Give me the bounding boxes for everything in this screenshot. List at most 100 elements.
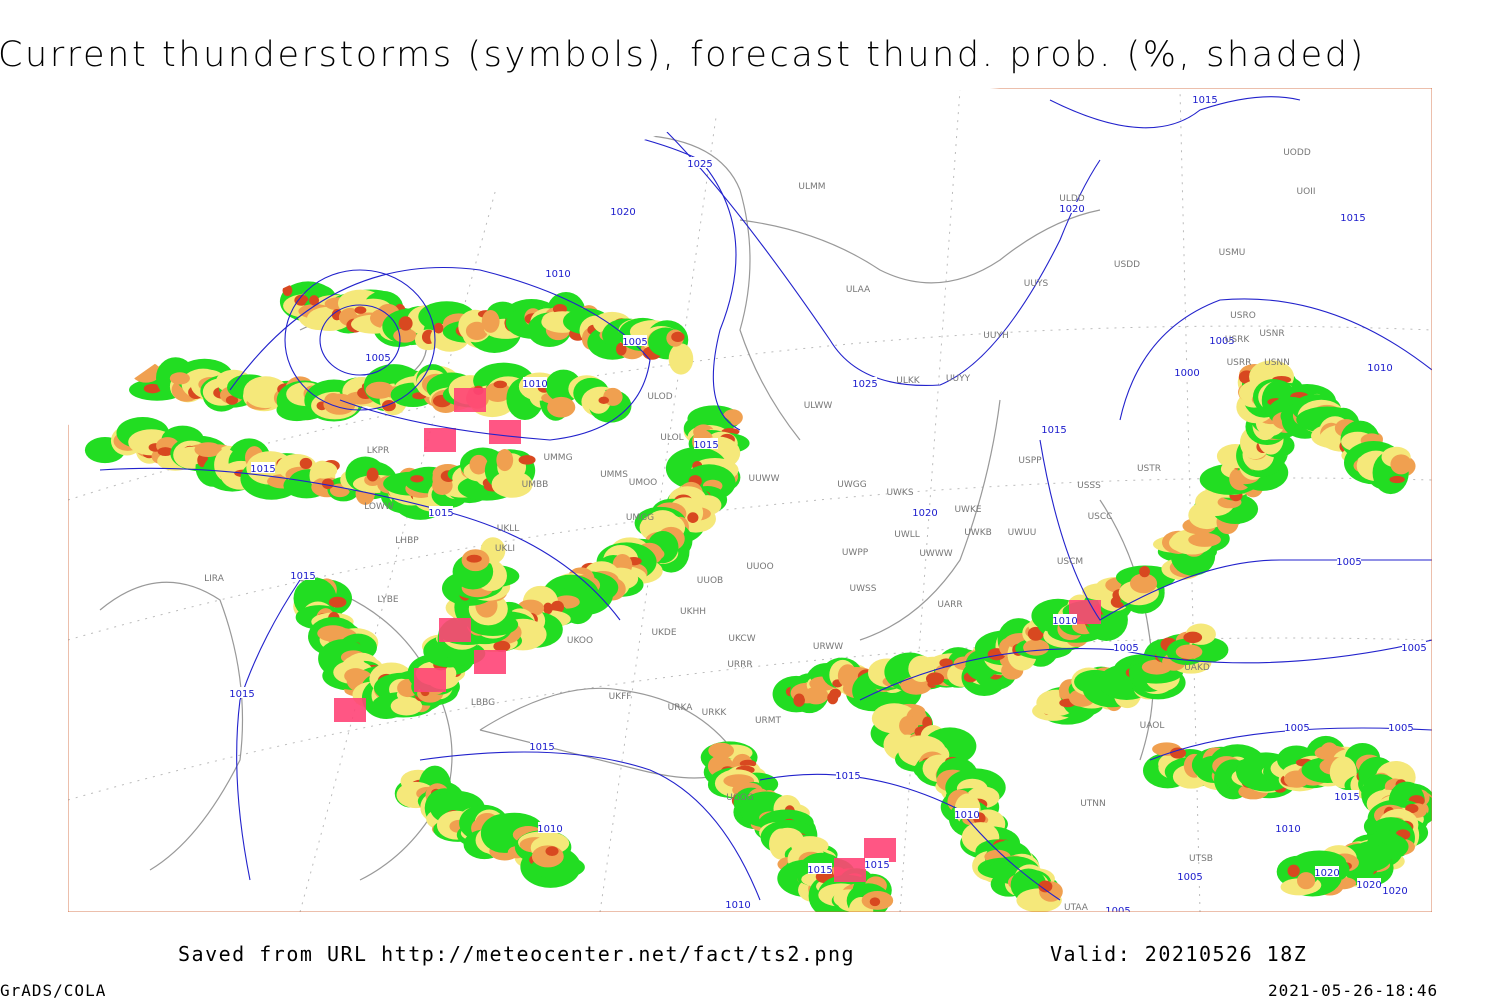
- isobar-label-bg: [538, 822, 562, 833]
- isobar-label-bg: [1337, 555, 1361, 566]
- station-label: USTR: [1137, 464, 1161, 474]
- thunder-prob-shade: [1129, 573, 1158, 594]
- isobar-label-bg: [1341, 211, 1365, 222]
- thunder-prob-shade: [299, 457, 313, 469]
- station-label: UTAA: [1064, 903, 1089, 913]
- isobar-label: 1005: [1105, 906, 1130, 917]
- isobar-label: 1005: [1209, 336, 1234, 347]
- station-label: USRK: [1225, 335, 1251, 345]
- station-label: USNN: [1264, 358, 1290, 368]
- thunder-prob-shade: [1023, 639, 1050, 656]
- thunder-prob-shade: [899, 715, 919, 736]
- isobar-label-bg: [291, 569, 315, 580]
- isobar-label: 1005: [1113, 643, 1138, 654]
- isobar-label: 1020: [912, 508, 937, 519]
- storm-symbol: [454, 388, 486, 412]
- thunder-prob-shade: [496, 449, 514, 472]
- isobar-label-bg: [694, 438, 718, 449]
- thunder-prob-shade: [366, 467, 379, 482]
- thunder-prob-shade: [829, 688, 842, 699]
- station-label: USRO: [1230, 311, 1256, 321]
- isobar-label-bg: [1193, 93, 1217, 104]
- station-label: USCC: [1088, 512, 1113, 522]
- isobar-label: 1010: [1052, 616, 1077, 627]
- source-url: Saved from URL http://meteocenter.net/fa…: [178, 942, 855, 966]
- station-label: UTNN: [1080, 799, 1106, 809]
- isobar-label: 1005: [1177, 872, 1202, 883]
- station-label: UMMS: [600, 470, 628, 480]
- station-label: LHBP: [395, 536, 419, 546]
- station-label: UUOO: [746, 562, 773, 572]
- thunder-prob-shade: [433, 322, 444, 334]
- station-label: UWWW: [919, 549, 952, 559]
- isobar-label-bg: [251, 462, 275, 473]
- thunder-prob-shade: [1297, 872, 1316, 890]
- thunder-prob-shade: [1389, 475, 1405, 484]
- isobar-label-bg: [853, 377, 877, 388]
- isobar-label-bg: [1276, 822, 1300, 833]
- thunder-prob-shade: [491, 470, 533, 498]
- isobar-label: 1005: [1388, 723, 1413, 734]
- station-label: UWKE: [954, 505, 981, 515]
- isobar-label: 1005: [1284, 723, 1309, 734]
- station-label: LYBE: [377, 595, 398, 605]
- station-label: ULAA: [846, 285, 871, 295]
- thunder-prob-shade: [398, 316, 413, 331]
- thunder-prob-shade: [925, 672, 945, 686]
- isobar-label-bg: [808, 863, 832, 874]
- station-label: UUYH: [983, 331, 1008, 341]
- station-label: URKK: [702, 708, 728, 718]
- station-label: UKLL: [497, 524, 520, 534]
- thunder-prob-shade: [550, 600, 565, 614]
- isobar-label-bg: [530, 740, 554, 751]
- isobar-label-bg: [366, 351, 390, 362]
- isobar-label-bg: [429, 506, 453, 517]
- station-label: USDD: [1114, 260, 1140, 270]
- station-label: UWGG: [837, 480, 866, 490]
- isobar-label: 1010: [545, 269, 570, 280]
- station-label: URKA: [668, 703, 694, 713]
- thunder-prob-shade: [481, 310, 500, 333]
- storm-symbol: [414, 668, 446, 692]
- storm-symbol: [334, 698, 366, 722]
- thunder-prob-shade: [282, 284, 293, 297]
- station-label: ULDD: [1059, 194, 1085, 204]
- isobar-label: 1015: [250, 464, 275, 475]
- station-label: UWUU: [1008, 528, 1037, 538]
- thunder-prob-shade: [518, 455, 536, 465]
- map: 1015 1025 1020 1010 1010 1005 1005 1010 1015 1015…: [68, 88, 1432, 917]
- isobar-label: 1010: [954, 810, 979, 821]
- isobar-label: 1000: [1174, 368, 1199, 379]
- thunder-prob-shade: [803, 686, 829, 705]
- station-label: URWW: [813, 642, 843, 652]
- station-label: UKHH: [680, 607, 706, 617]
- isobar-label-bg: [688, 157, 712, 168]
- thunder-prob-shade: [469, 454, 488, 475]
- timestamp: 2021-05-26-18:46: [1268, 981, 1438, 1000]
- thunder-prob-shade: [393, 328, 417, 343]
- isobar-label: 1015: [693, 440, 718, 451]
- isobar-label: 1025: [852, 379, 877, 390]
- storm-symbol: [489, 420, 521, 444]
- isobar-label: 1010: [1275, 824, 1300, 835]
- isobar-label-bg: [623, 335, 647, 346]
- thunder-prob-shade: [1405, 803, 1419, 814]
- isobar-label-bg: [1383, 884, 1407, 895]
- isobar-label-bg: [1402, 641, 1426, 652]
- station-label: UMOO: [629, 478, 658, 488]
- station-label: UARR: [937, 600, 962, 610]
- isobar-label-bg: [865, 858, 889, 869]
- isobar-label: 1020: [1314, 868, 1339, 879]
- isobar-label-bg: [955, 808, 979, 819]
- station-label: UMGG: [626, 513, 654, 523]
- thunder-prob-shade: [354, 306, 367, 314]
- isobar-label: 1015: [428, 508, 453, 519]
- thunder-prob-shade: [543, 602, 553, 615]
- station-label: URRR: [727, 660, 752, 670]
- station-label: ULOD: [647, 392, 672, 402]
- isobar-label: 1005: [1401, 643, 1426, 654]
- thunder-prob-shade: [1175, 644, 1203, 660]
- station-label: UKFF: [609, 692, 632, 702]
- isobar-label-bg: [726, 898, 750, 909]
